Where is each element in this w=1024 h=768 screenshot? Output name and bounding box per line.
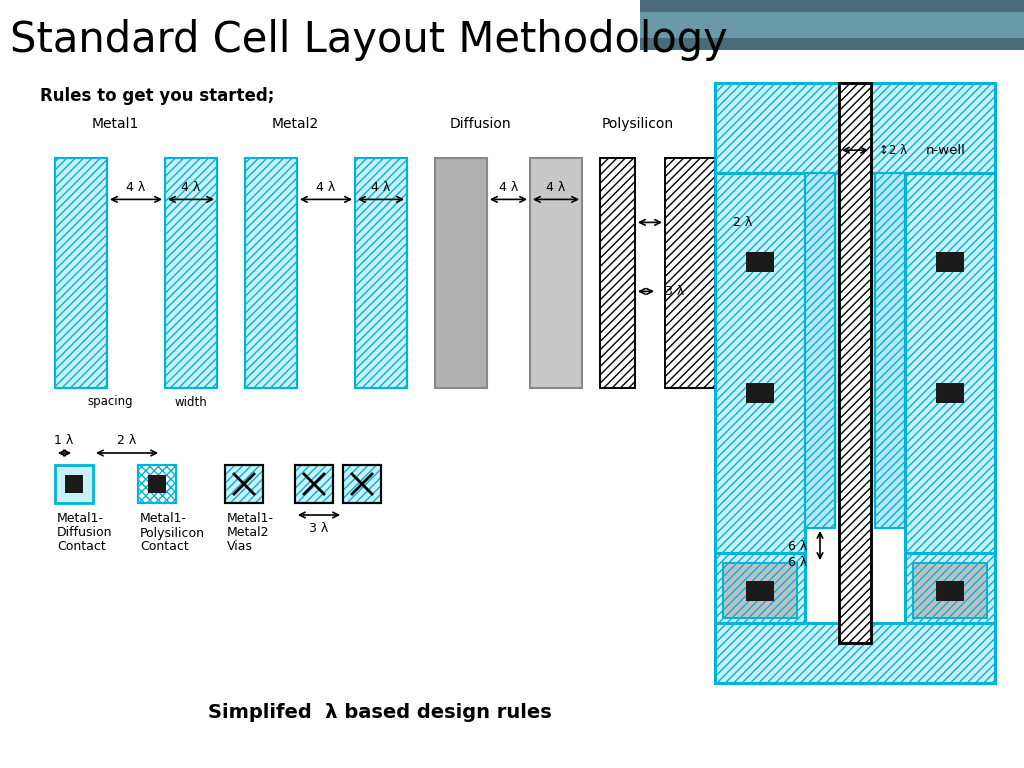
Text: ↕2 λ: ↕2 λ bbox=[879, 144, 907, 157]
Bar bbox=[148, 475, 166, 493]
Text: n-well: n-well bbox=[926, 144, 966, 157]
Text: Metal1-: Metal1- bbox=[57, 512, 104, 525]
Bar bbox=[913, 563, 987, 618]
Text: width: width bbox=[175, 396, 208, 409]
Text: Metal1-: Metal1- bbox=[140, 512, 187, 525]
Text: 4 λ: 4 λ bbox=[499, 181, 518, 194]
Bar bbox=[343, 465, 381, 503]
Text: Metal2: Metal2 bbox=[227, 527, 269, 539]
Text: Diffusion: Diffusion bbox=[450, 117, 511, 131]
Bar bbox=[905, 553, 995, 623]
Bar bbox=[715, 553, 805, 623]
Bar bbox=[905, 173, 995, 553]
Text: Metal2: Metal2 bbox=[271, 117, 318, 131]
Bar bbox=[936, 252, 964, 272]
Text: Diffusion: Diffusion bbox=[57, 527, 113, 539]
Text: Simplifed  λ based design rules: Simplifed λ based design rules bbox=[208, 703, 552, 723]
Text: Standard Cell Layout Methodology: Standard Cell Layout Methodology bbox=[10, 19, 728, 61]
Bar bbox=[225, 465, 263, 503]
Bar bbox=[715, 173, 805, 553]
Bar bbox=[905, 553, 995, 623]
Text: 4 λ: 4 λ bbox=[316, 181, 336, 194]
Text: 6 λ: 6 λ bbox=[788, 539, 807, 552]
Bar bbox=[905, 173, 995, 553]
Bar bbox=[839, 83, 871, 643]
Bar bbox=[55, 158, 106, 388]
Bar bbox=[718, 83, 992, 503]
Bar bbox=[936, 581, 964, 601]
Bar bbox=[913, 563, 987, 618]
Bar bbox=[715, 623, 995, 683]
Bar bbox=[65, 475, 83, 493]
Bar bbox=[435, 158, 487, 388]
Text: Rules to get you started;: Rules to get you started; bbox=[40, 87, 274, 105]
Bar bbox=[0, 0, 1024, 50]
Text: 1 λ: 1 λ bbox=[54, 435, 74, 448]
Bar bbox=[55, 465, 93, 503]
Bar bbox=[723, 563, 797, 618]
Bar bbox=[723, 563, 797, 618]
Bar bbox=[600, 158, 635, 388]
Text: Polysilicon: Polysilicon bbox=[140, 527, 205, 539]
Text: 4 λ: 4 λ bbox=[181, 181, 201, 194]
Text: Contact: Contact bbox=[57, 541, 105, 554]
Text: 4 λ: 4 λ bbox=[547, 181, 565, 194]
Bar bbox=[715, 553, 805, 623]
Bar bbox=[600, 158, 635, 388]
Bar bbox=[245, 158, 297, 388]
Bar bbox=[746, 581, 774, 601]
Bar bbox=[746, 383, 774, 403]
Bar bbox=[295, 465, 333, 503]
Bar bbox=[715, 173, 805, 553]
Bar bbox=[715, 83, 995, 173]
Text: 2 λ: 2 λ bbox=[733, 216, 753, 229]
Bar bbox=[839, 83, 871, 643]
Bar bbox=[715, 83, 995, 173]
Bar bbox=[723, 563, 797, 618]
Bar bbox=[913, 563, 987, 618]
Bar bbox=[295, 465, 333, 503]
Text: Polysilicon: Polysilicon bbox=[602, 117, 674, 131]
Bar bbox=[874, 173, 905, 528]
Text: 2 λ: 2 λ bbox=[118, 435, 136, 448]
Bar bbox=[343, 465, 381, 503]
Bar bbox=[630, 12, 1024, 38]
Bar bbox=[355, 158, 407, 388]
Bar bbox=[165, 158, 217, 388]
Bar bbox=[805, 173, 835, 528]
Bar bbox=[225, 465, 263, 503]
Bar bbox=[530, 158, 582, 388]
Bar bbox=[665, 158, 715, 388]
Text: 3 λ: 3 λ bbox=[665, 285, 684, 298]
Text: 3 λ: 3 λ bbox=[309, 521, 329, 535]
Bar bbox=[746, 252, 774, 272]
Text: Metal1-: Metal1- bbox=[227, 512, 274, 525]
Text: Contact: Contact bbox=[140, 541, 188, 554]
Bar bbox=[665, 158, 715, 388]
Bar bbox=[245, 158, 297, 388]
Text: Metal1: Metal1 bbox=[91, 117, 138, 131]
Bar bbox=[936, 383, 964, 403]
Bar bbox=[839, 83, 871, 643]
Bar bbox=[55, 158, 106, 388]
Bar bbox=[343, 465, 381, 503]
Bar bbox=[138, 465, 176, 503]
Text: 4 λ: 4 λ bbox=[126, 181, 145, 194]
Bar bbox=[805, 173, 835, 528]
Bar bbox=[165, 158, 217, 388]
Bar bbox=[295, 465, 333, 503]
Bar bbox=[874, 173, 905, 528]
Text: 4 λ: 4 λ bbox=[372, 181, 390, 194]
Text: 6 λ: 6 λ bbox=[788, 557, 807, 570]
Bar bbox=[225, 465, 263, 503]
Bar bbox=[138, 465, 176, 503]
Text: Vias: Vias bbox=[227, 541, 253, 554]
Bar bbox=[715, 623, 995, 683]
Bar bbox=[0, 0, 640, 73]
Text: spacing: spacing bbox=[87, 396, 133, 409]
Bar bbox=[355, 158, 407, 388]
